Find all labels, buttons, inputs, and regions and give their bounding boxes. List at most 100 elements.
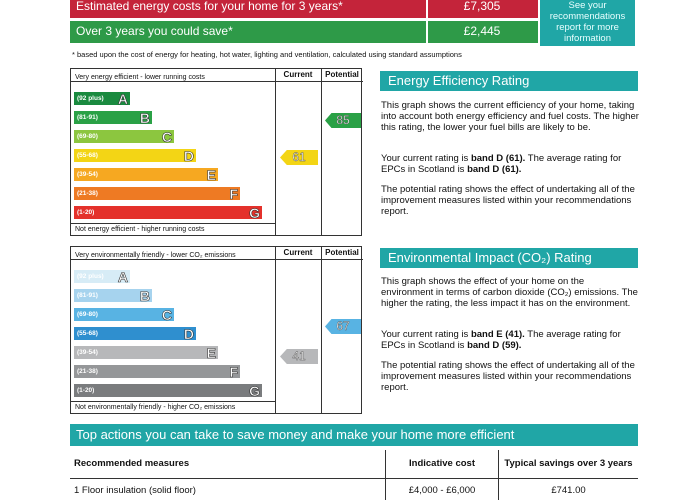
rating-band-d: (55-68) D [74, 326, 196, 343]
band-range: (92 plus) [77, 95, 104, 102]
measure-saving: £741.00 [551, 485, 586, 496]
cost-value: £7,305 [463, 0, 501, 13]
col-recommended-measures: Recommended measures [74, 458, 190, 469]
cost-footnote: * based upon the cost of energy for heat… [72, 50, 462, 59]
column-divider [321, 69, 322, 235]
see-recommendations-box: See your recommendations report for more… [540, 0, 635, 46]
energy-rating-heading: Energy Efficiency Rating [380, 71, 638, 91]
see-box-line: See your [568, 0, 607, 11]
band-letter: E [206, 345, 216, 362]
current-header: Current [283, 248, 313, 257]
band-range: (81-91) [77, 114, 98, 121]
band-letter: A [117, 91, 129, 108]
text: band D (61). [467, 164, 522, 175]
env-rating-paragraph: This graph shows the effect of your home… [381, 276, 638, 309]
band-letter: D [183, 148, 195, 165]
rating-band-b: (81-91) B [74, 288, 152, 305]
column-divider [275, 247, 276, 413]
column-divider [321, 247, 322, 413]
text: The average rating for EPCs in Scotland … [381, 329, 621, 351]
band-range: (81-91) [77, 292, 98, 299]
bottom-label: Not environmentally friendly - higher CO… [75, 404, 236, 411]
rating-band-b: (81-91) B [74, 110, 152, 127]
energy-rating-current: Your current rating is band D (61). The … [381, 153, 639, 175]
text: band D (61). [470, 153, 526, 164]
band-letter: G [249, 383, 260, 400]
rating-band-d: (55-68) D [74, 148, 196, 165]
energy-efficiency-chart: Current Potential Very energy efficient … [70, 68, 363, 236]
cost-row-estimated: Estimated energy costs for your home for… [70, 0, 538, 18]
potential-header: Potential [325, 70, 359, 79]
col-indicative-cost: Indicative cost [409, 458, 475, 469]
top-actions-heading: Top actions you can take to save money a… [70, 424, 638, 446]
rating-band-c: (69-80) C [74, 307, 174, 324]
potential-rating-pointer: 85 [325, 113, 361, 128]
current-header: Current [283, 70, 313, 79]
rating-band-f: (21-38) F [74, 186, 240, 203]
rating-band-g: (1-20) G [74, 383, 262, 400]
band-letter: B [139, 110, 151, 127]
env-rating-heading: Environmental Impact (CO₂) Rating [380, 248, 638, 268]
rating-band-g: (1-20) G [74, 205, 262, 222]
col-typical-savings: Typical savings over 3 years [504, 458, 633, 469]
band-range: (39-54) [77, 171, 98, 178]
cost-row-savings: Over 3 years you could save* £2,445 [70, 21, 538, 43]
energy-rating-paragraph: This graph shows the current efficiency … [381, 100, 639, 133]
row-divider [275, 81, 363, 82]
band-range: (39-54) [77, 349, 98, 356]
column-divider [385, 450, 386, 500]
row-divider [71, 401, 275, 402]
band-letter: F [229, 364, 238, 381]
top-label: Very environmentally friendly - lower CO… [75, 252, 236, 259]
cost-label: Estimated energy costs for your home for… [76, 0, 343, 13]
energy-rating-potential: The potential rating shows the effect of… [381, 184, 635, 217]
band-letter: D [183, 326, 195, 343]
current-rating-pointer: 41 [280, 349, 318, 364]
rating-band-e: (39-54) E [74, 167, 218, 184]
band-range: (21-38) [77, 190, 98, 197]
potential-header: Potential [325, 248, 359, 257]
see-box-line: recommendations [549, 11, 626, 22]
text: band D (59). [467, 340, 522, 351]
rating-band-a: (92 plus) A [74, 91, 130, 108]
band-letter: C [161, 307, 173, 324]
text: Your current rating is [381, 329, 471, 340]
env-rating-potential: The potential rating shows the effect of… [381, 360, 635, 393]
column-divider [498, 450, 499, 500]
see-box-line: information [564, 33, 611, 44]
column-divider [275, 69, 276, 235]
see-box-line: report for more [556, 22, 619, 33]
band-range: (55-68) [77, 330, 98, 337]
potential-rating-pointer: 67 [325, 319, 361, 334]
text: The average rating for EPCs in Scotland … [381, 153, 622, 175]
band-range: (69-80) [77, 311, 98, 318]
bottom-label: Not energy efficient - higher running co… [75, 226, 205, 233]
env-rating-current: Your current rating is band E (41). The … [381, 329, 639, 351]
band-letter: A [117, 269, 129, 286]
row-divider [71, 223, 275, 224]
table-divider [70, 478, 638, 479]
savings-label: Over 3 years you could save* [76, 24, 233, 38]
band-letter: G [249, 205, 260, 222]
band-letter: F [229, 186, 238, 203]
band-range: (1-20) [77, 209, 95, 216]
rating-band-f: (21-38) F [74, 364, 240, 381]
divider [426, 0, 428, 18]
environmental-impact-chart: Current Potential Very environmentally f… [70, 246, 363, 414]
measure-name: 1 Floor insulation (solid floor) [74, 485, 196, 496]
band-letter: B [139, 288, 151, 305]
text: Your current rating is [381, 153, 471, 164]
rating-band-e: (39-54) E [74, 345, 218, 362]
band-range: (69-80) [77, 133, 98, 140]
band-range: (1-20) [77, 387, 95, 394]
rating-band-a: (92 plus) A [74, 269, 130, 286]
band-range: (21-38) [77, 368, 98, 375]
current-rating-pointer: 61 [280, 150, 318, 165]
band-letter: E [206, 167, 216, 184]
measure-cost: £4,000 - £6,000 [408, 485, 476, 496]
row-divider [71, 259, 275, 260]
divider [426, 21, 428, 43]
savings-value: £2,445 [463, 24, 501, 38]
text: band E (41). [470, 329, 525, 340]
row-divider [71, 81, 275, 82]
